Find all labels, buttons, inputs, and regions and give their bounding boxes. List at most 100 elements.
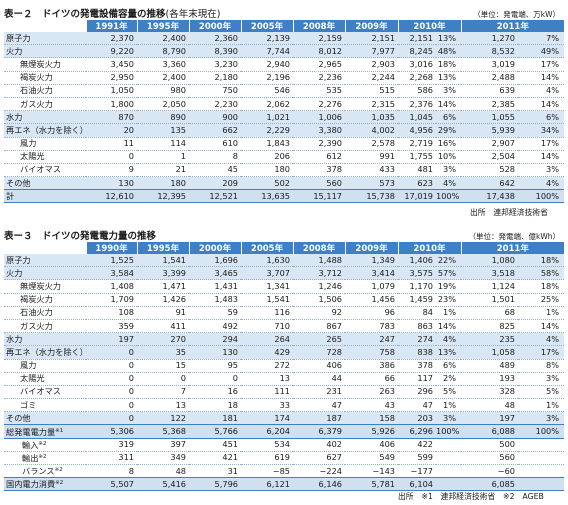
row-label: 火力	[4, 266, 86, 281]
value-cell: 402	[293, 438, 345, 452]
value-cell: 17,438	[461, 189, 519, 204]
value-cell: 5,926	[345, 424, 398, 439]
share-cell: 4%	[436, 332, 462, 347]
value-cell: 135	[137, 123, 189, 138]
value-cell: 528	[461, 163, 519, 178]
table2-title-suffix: (各年末現在)	[165, 9, 221, 20]
value-cell: 197	[461, 411, 519, 426]
value-cell: 2,230	[189, 97, 241, 112]
value-cell: 130	[189, 345, 241, 360]
value-cell: 48	[461, 398, 519, 413]
row-label: 原子力	[4, 32, 86, 46]
share-cell: 8%	[518, 359, 565, 373]
share-cell: 19%	[436, 279, 462, 294]
value-cell: 728	[293, 345, 345, 360]
table-row: 褐炭火力 2,950 2,400 2,180 2,196 2,236 2,244 2,268 1…	[4, 71, 565, 85]
table-row: 再エネ（水力を除く） 0 35 130 429 728 758 838 13% 1,058 17%	[4, 345, 565, 360]
value-cell: 515	[345, 84, 398, 98]
value-cell: 2,578	[345, 137, 398, 151]
value-cell: 59	[189, 306, 241, 320]
share-cell: 1%	[436, 398, 462, 413]
value-cell: 12,610	[86, 189, 137, 204]
share-cell: 3%	[436, 84, 462, 98]
share-cell: 10%	[436, 150, 462, 164]
value-cell: 9,220	[86, 44, 137, 59]
table-row: 褐炭火力 1,709 1,426 1,483 1,541 1,506 1,456 1,459 2…	[4, 293, 565, 307]
year-header: 2000年	[188, 20, 241, 32]
table-row: 石油火力 1,050 980 750 546 535 515 586 3% 639 4%	[4, 84, 565, 98]
value-cell: 2,360	[189, 32, 241, 46]
value-cell: 158	[345, 411, 398, 426]
table2-unit: （単位：発電端、万kW）	[473, 10, 560, 19]
value-cell: 116	[241, 306, 293, 320]
value-cell: 12,521	[189, 189, 241, 204]
value-cell: 3,414	[345, 266, 398, 281]
value-cell: 48	[137, 464, 189, 479]
value-cell: 1,058	[461, 345, 519, 360]
year-header: 2005年	[240, 242, 293, 254]
value-cell: 45	[189, 163, 241, 178]
share-cell: 100%	[518, 424, 565, 439]
value-cell: 422	[398, 438, 436, 452]
value-cell: 500	[461, 438, 519, 452]
table-row: 無煙炭火力 1,408 1,471 1,431 1,341 1,246 1,079 1,170…	[4, 279, 565, 294]
value-cell: 206	[241, 150, 293, 164]
value-cell: 15	[137, 359, 189, 373]
value-cell: 1,483	[189, 293, 241, 307]
value-cell: 0	[86, 359, 137, 373]
value-cell: 2,050	[137, 97, 189, 112]
value-cell: 642	[461, 176, 519, 191]
share-cell: 48%	[436, 44, 462, 59]
table-row: ガス火力 359 411 492 710 867 783 863 14% 825 14%	[4, 319, 565, 334]
value-cell: 274	[398, 332, 436, 347]
value-cell: 5,939	[461, 123, 519, 138]
value-cell: 2,504	[461, 150, 519, 164]
value-cell: 1,488	[293, 254, 345, 268]
value-cell: 7	[137, 385, 189, 400]
value-cell: 451	[189, 438, 241, 452]
value-cell: 1,406	[398, 254, 436, 268]
value-cell: 0	[137, 372, 189, 386]
table-row: 水力 197 270 294 264 265 247 274 4% 235 4%	[4, 332, 565, 347]
value-cell: 7,977	[345, 44, 398, 59]
share-cell	[518, 477, 565, 492]
share-cell: 34%	[518, 123, 565, 138]
year-header: 1990年	[85, 242, 137, 254]
value-cell: 1,471	[137, 279, 189, 294]
table2-capacity: 1991年 1995年 2000年 2005年 2008年 2009年 2010年 2011年…	[4, 20, 565, 204]
value-cell: 662	[189, 123, 241, 138]
share-cell: 18%	[436, 57, 462, 72]
value-cell: 43	[345, 398, 398, 413]
value-cell: 825	[461, 319, 519, 334]
table-row: 原子力 2,370 2,400 2,360 2,139 2,159 2,151 2,151 13…	[4, 32, 565, 46]
share-cell: 6%	[518, 110, 565, 125]
year-header: 2008年	[292, 20, 345, 32]
table2-title: 表ー２ ドイツの発電設備容量の推移(各年末現在)	[4, 9, 221, 20]
value-cell: 328	[461, 385, 519, 400]
table-row: 火力 9,220 8,790 8,390 7,744 8,012 7,977 8,245 48%…	[4, 44, 565, 59]
value-cell: 2,139	[241, 32, 293, 46]
value-cell: 534	[241, 438, 293, 452]
value-cell: 47	[293, 398, 345, 413]
row-label: その他	[4, 176, 86, 191]
table-row: その他 0 122 181 174 187 158 203 3% 197 3%	[4, 411, 565, 426]
row-label: バランス※2	[4, 464, 86, 479]
year-header: 2008年	[292, 242, 345, 254]
value-cell: 2,244	[345, 71, 398, 85]
value-cell: 867	[293, 319, 345, 334]
row-label: 無煙炭火力	[4, 279, 86, 294]
value-cell: 560	[293, 176, 345, 191]
table-row: 風力 0 15 95 272 406 386 378 6% 489 8%	[4, 359, 565, 373]
value-cell: 599	[398, 451, 436, 466]
value-cell: 378	[398, 359, 436, 373]
value-cell: 619	[241, 451, 293, 466]
value-cell: 489	[461, 359, 519, 373]
value-cell: 4,002	[345, 123, 398, 138]
share-cell: 4%	[518, 332, 565, 347]
value-cell: 639	[461, 84, 519, 98]
share-cell: 13%	[436, 32, 462, 46]
value-cell: 710	[241, 319, 293, 334]
value-cell: 890	[137, 110, 189, 125]
value-cell: 296	[398, 385, 436, 400]
value-cell: 0	[189, 372, 241, 386]
